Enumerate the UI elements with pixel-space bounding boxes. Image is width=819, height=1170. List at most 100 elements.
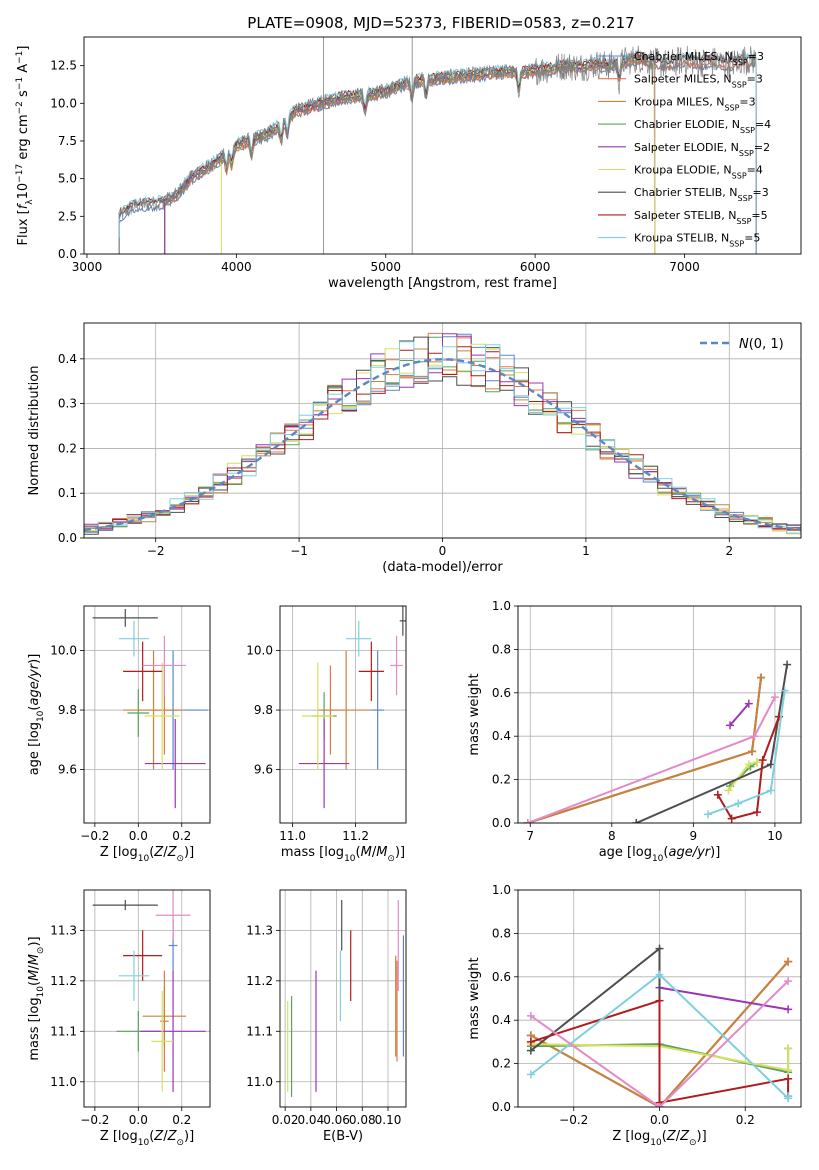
x-tick-label: 10	[767, 829, 782, 843]
y-tick-label: 11.3	[246, 923, 273, 937]
weight-marker	[655, 1103, 664, 1107]
x-tick-label: −0.2	[80, 1113, 109, 1127]
weight-line-4	[729, 702, 750, 727]
model-spectrum-5	[220, 54, 656, 254]
y-tick-label: 9.8	[254, 703, 273, 717]
y-tick-label: 11.0	[50, 1075, 77, 1089]
axes-z_vs_mass: −0.2 0.0 0.2 11.0 11.1 11.2 11.3 Z [log10(Z/Z⊙)…	[27, 889, 211, 1148]
x-tick-label: 9	[690, 829, 698, 843]
weight-marker	[734, 799, 743, 808]
weight-line-4	[659, 986, 789, 1011]
y-tick-label: 10.0	[246, 644, 273, 658]
x-tick-label: 3000	[72, 260, 103, 274]
axes-frame	[83, 889, 211, 1108]
y-tick-label: 12.5	[50, 59, 77, 73]
weight-marker	[757, 673, 766, 682]
error-point-5	[144, 662, 180, 770]
x-tick-label: 0.2	[736, 1113, 755, 1127]
x-tick-label: −1	[290, 544, 308, 558]
y-tick-label: 0.3	[58, 397, 77, 411]
plot-area-z_vs_age	[92, 608, 208, 809]
error-point-6	[92, 900, 158, 911]
axes-z_vs_weight: −0.2 0.0 0.2 0.0 0.2 0.4 0.6 0.8 1.0 Z [log10(Z/Z…	[467, 883, 802, 1148]
plot-area-residuals	[84, 332, 801, 535]
plot-area-z_vs_weight	[526, 944, 793, 1107]
x-tick-label: 7000	[669, 260, 700, 274]
x-axis-label: Z [log10(Z/Z⊙)]	[100, 1129, 194, 1148]
weight-marker	[784, 977, 793, 986]
observed-spectrum	[118, 45, 757, 220]
y-axis-label: age [log10(age/yr)]	[27, 654, 46, 776]
weight-marker	[783, 660, 792, 669]
x-tick-label: 0.02	[272, 1113, 299, 1127]
legend-entry: Salpeter STELIB, NSSP=5	[634, 209, 768, 226]
error-point-4	[298, 718, 350, 809]
x-tick-label: 5000	[370, 260, 401, 274]
axes-frame	[83, 605, 211, 824]
error-point-3	[127, 689, 150, 737]
weight-marker	[780, 686, 789, 695]
error-point-7	[358, 641, 384, 702]
y-tick-label: 10.0	[50, 96, 77, 110]
error-point-9	[390, 635, 403, 696]
legend-entry: Chabrier STELIB, NSSP=3	[634, 186, 769, 203]
y-tick-label: 11.2	[246, 974, 273, 988]
x-tick-label: 4000	[221, 260, 252, 274]
y-tick-label: 0.4	[492, 1013, 511, 1027]
y-tick-label: 11.1	[246, 1024, 273, 1038]
y-tick-label: 0.0	[492, 816, 511, 830]
y-tick-label: 5.0	[58, 172, 77, 186]
model-spectrum-0	[118, 59, 757, 254]
error-point-7	[123, 641, 163, 702]
legend-entry: Salpeter ELODIE, NSSP=2	[634, 141, 770, 158]
figure-title: PLATE=0908, MJD=52373, FIBERID=0583, z=0…	[247, 14, 634, 32]
weight-marker	[784, 957, 793, 966]
error-point-2	[123, 650, 184, 770]
y-tick-label: 2.5	[58, 209, 77, 223]
weight-marker	[784, 1074, 793, 1083]
x-tick-label: 8	[608, 829, 616, 843]
y-tick-label: 9.6	[254, 762, 273, 776]
x-axis-label: Z [log10(Z/Z⊙)]	[100, 845, 194, 864]
weight-marker	[704, 810, 713, 819]
weight-line-9	[530, 980, 789, 1107]
x-tick-label: −2	[147, 544, 165, 558]
axes-age_vs_weight: 7 8 9 10 0.0 0.2 0.4 0.6 0.8 1.0 age [log10(age/yr…	[467, 599, 802, 864]
plot-area-age_vs_weight	[523, 660, 792, 823]
weight-line-8	[707, 690, 786, 816]
error-point-5	[151, 990, 174, 1092]
y-tick-label: 11.3	[50, 923, 77, 937]
weight-marker	[766, 786, 775, 795]
plot-area-spectrum	[118, 37, 757, 254]
weight-line-1	[527, 677, 762, 823]
axes-frame	[517, 605, 802, 824]
error-point-9	[155, 890, 191, 941]
weight-marker	[748, 747, 757, 756]
y-tick-label: 0.8	[492, 926, 511, 940]
x-axis-label: (data-model)/error	[382, 560, 503, 575]
y-tick-label: 0.4	[492, 729, 511, 743]
y-tick-label: 0.0	[58, 247, 77, 261]
x-tick-label: 1	[582, 544, 590, 558]
legend-entry: Kroupa MILES, NSSP=3	[634, 95, 756, 112]
error-point-7	[123, 930, 163, 981]
weight-line-2	[530, 960, 789, 1107]
error-point-2	[142, 985, 187, 1047]
y-axis-label: mass weight	[467, 673, 482, 755]
y-axis-label: Normed distribution	[27, 366, 42, 496]
y-tick-label: 0.2	[492, 1057, 511, 1071]
x-tick-label: −0.2	[559, 1113, 588, 1127]
y-tick-label: 9.8	[58, 703, 77, 717]
axes-frame	[83, 322, 802, 539]
error-point-8	[346, 620, 372, 657]
y-tick-label: 11.1	[50, 1024, 77, 1038]
weight-marker	[770, 693, 779, 702]
x-tick-label: 11.0	[279, 829, 306, 843]
weight-marker	[744, 699, 753, 708]
y-tick-label: 0.2	[58, 441, 77, 455]
axes-mass_vs_age: 11.0 11.2 9.6 9.8 10.0 mass [log10(M/M⊙)]	[246, 605, 407, 864]
axes-frame	[279, 889, 407, 1108]
y-tick-label: 9.6	[58, 762, 77, 776]
weight-marker	[784, 1044, 793, 1053]
weight-marker	[655, 970, 664, 979]
